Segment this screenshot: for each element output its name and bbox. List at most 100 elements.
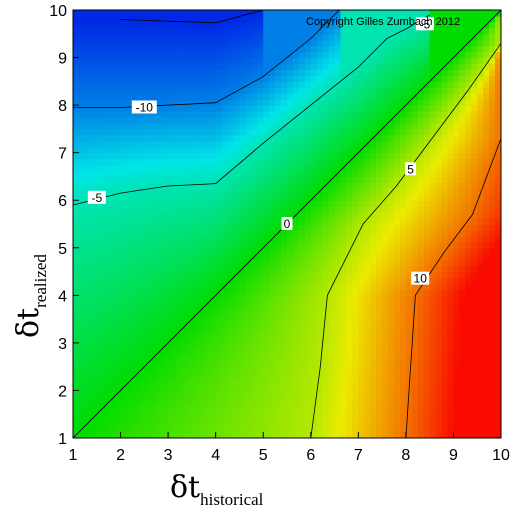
heatmap-cell <box>376 176 383 183</box>
heatmap-cell <box>108 51 116 59</box>
heatmap-cell <box>417 336 425 344</box>
heatmap-cell <box>322 420 330 427</box>
heatmap-cell <box>203 105 211 112</box>
heatmap-cell <box>73 259 80 267</box>
heatmap-cell <box>257 33 264 41</box>
heatmap-cell <box>144 259 151 267</box>
heatmap-cell <box>114 170 122 178</box>
heatmap-cell <box>203 218 211 225</box>
heatmap-cell <box>429 105 437 112</box>
heatmap-cell <box>73 182 80 189</box>
heatmap-cell <box>465 111 472 118</box>
heatmap-cell <box>405 295 413 302</box>
heatmap-cell <box>120 372 128 380</box>
heatmap-cell <box>168 283 175 290</box>
heatmap-cell <box>191 182 199 189</box>
heatmap-cell <box>328 384 336 392</box>
heatmap-cell <box>399 265 407 273</box>
heatmap-cell <box>417 420 425 427</box>
heatmap-cell <box>168 128 175 136</box>
heatmap-cell <box>417 200 425 207</box>
heatmap-cell <box>239 122 246 130</box>
heatmap-cell <box>233 378 241 386</box>
heatmap-cell <box>465 360 472 368</box>
heatmap-cell <box>215 164 223 172</box>
heatmap-cell <box>90 33 98 41</box>
heatmap-cell <box>90 93 98 100</box>
heatmap-cell <box>156 408 163 415</box>
heatmap-cell <box>298 146 306 154</box>
heatmap-cell <box>150 313 157 320</box>
heatmap-cell <box>287 396 294 403</box>
heatmap-cell <box>316 396 324 403</box>
heatmap-cell <box>358 319 365 326</box>
heatmap-cell <box>245 15 252 23</box>
heatmap-cell <box>399 253 407 261</box>
heatmap-cell <box>346 51 353 59</box>
heatmap-cell <box>352 51 359 59</box>
heatmap-cell <box>310 200 318 207</box>
heatmap-cell <box>423 212 431 219</box>
heatmap-cell <box>245 117 252 124</box>
heatmap-cell <box>108 283 116 290</box>
heatmap-cell <box>78 408 86 415</box>
heatmap-cell <box>376 122 383 130</box>
heatmap-cell <box>138 158 145 166</box>
heatmap-cell <box>251 206 258 213</box>
heatmap-cell <box>287 414 294 421</box>
heatmap-cell <box>298 253 306 261</box>
heatmap-cell <box>78 212 86 219</box>
heatmap-cell <box>227 301 235 308</box>
heatmap-cell <box>96 182 104 189</box>
heatmap-cell <box>144 57 151 65</box>
heatmap-cell <box>215 176 223 183</box>
heatmap-cell <box>156 331 163 338</box>
heatmap-cell <box>180 212 187 219</box>
heatmap-cell <box>292 122 300 130</box>
heatmap-cell <box>102 27 110 35</box>
heatmap-cell <box>84 414 92 421</box>
heatmap-cell <box>102 51 110 59</box>
heatmap-cell <box>126 271 134 279</box>
heatmap-cell <box>477 200 484 207</box>
heatmap-cell <box>364 152 371 160</box>
heatmap-cell <box>399 408 407 415</box>
heatmap-cell <box>417 87 425 94</box>
heatmap-cell <box>328 57 336 65</box>
heatmap-cell <box>96 336 104 344</box>
heatmap-cell <box>108 206 116 213</box>
heatmap-cell <box>73 319 80 326</box>
heatmap-cell <box>411 342 419 350</box>
heatmap-cell <box>138 372 145 380</box>
heatmap-cell <box>358 122 365 130</box>
heatmap-cell <box>78 206 86 213</box>
heatmap-cell <box>352 354 359 362</box>
heatmap-cell <box>429 57 437 65</box>
heatmap-cell <box>263 295 270 302</box>
heatmap-cell <box>334 33 342 41</box>
heatmap-cell <box>429 354 437 362</box>
heatmap-cell <box>429 212 437 219</box>
heatmap-cell <box>102 271 110 279</box>
heatmap-cell <box>191 99 199 106</box>
heatmap-cell <box>269 432 276 438</box>
heatmap-cell <box>310 218 318 225</box>
heatmap-cell <box>453 200 460 207</box>
heatmap-cell <box>364 271 371 279</box>
heatmap-cell <box>382 360 389 368</box>
heatmap-cell <box>168 218 175 225</box>
heatmap-cell <box>73 164 80 172</box>
heatmap-cell <box>453 10 460 17</box>
heatmap-cell <box>328 289 336 296</box>
heatmap-cell <box>423 241 431 249</box>
heatmap-cell <box>447 81 455 88</box>
heatmap-cell <box>304 384 312 392</box>
heatmap-cell <box>191 325 199 332</box>
heatmap-cell <box>453 81 460 88</box>
heatmap-cell <box>388 396 395 403</box>
heatmap-cell <box>108 271 116 279</box>
heatmap-cell <box>376 170 383 178</box>
heatmap-cell <box>352 319 359 326</box>
heatmap-cell <box>251 164 258 172</box>
heatmap-cell <box>96 265 104 273</box>
